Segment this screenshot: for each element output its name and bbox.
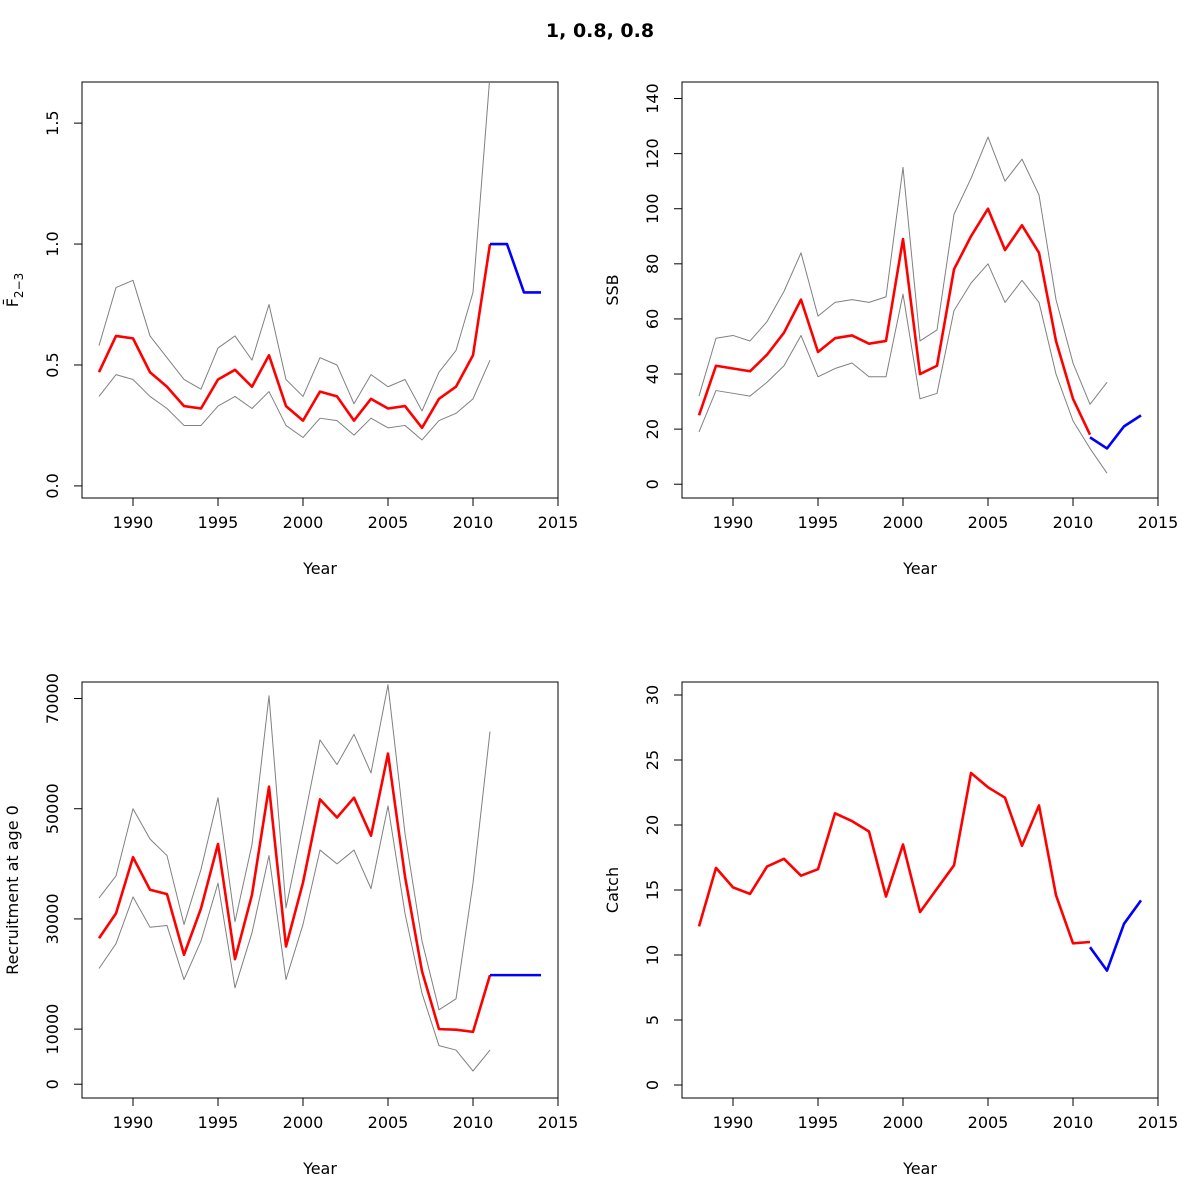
x-axis-label: Year: [302, 1159, 337, 1178]
x-tick-label: 2010: [1053, 513, 1094, 532]
x-tick-label: 1990: [713, 513, 754, 532]
series-line-estimate: [697, 771, 1091, 945]
x-tick-label: 2005: [368, 513, 409, 532]
y-tick-label: 10: [643, 945, 662, 965]
x-tick-label: 2000: [883, 513, 924, 532]
x-tick-label: 2015: [1138, 513, 1179, 532]
y-tick-label: 40: [643, 364, 662, 384]
y-tick-label: 1.0: [43, 231, 62, 256]
panel-fbar: 1990 1995 2000 2005 2010 2015 0.0 0.5 1.0 1.5 Year…: [3, 81, 579, 578]
series-line-estimate: [97, 752, 492, 1034]
x-tick-label: 1995: [198, 1113, 239, 1132]
series-line-projection: [490, 242, 541, 294]
series-group: [697, 136, 1142, 474]
series-line-upper: [98, 82, 490, 412]
y-tick-label: 0.0: [43, 473, 62, 498]
x-tick-label: 1995: [798, 1113, 839, 1132]
y-axis-label: Recruitment at age 0: [3, 805, 22, 975]
x-tick-label: 2000: [283, 513, 324, 532]
x-tick-label: 2005: [968, 513, 1009, 532]
y-axis-label: SSB: [603, 274, 622, 305]
series-line-upper: [698, 136, 1108, 405]
y-tick-label: 0: [43, 1079, 62, 1089]
y-tick-label: 25: [643, 750, 662, 770]
x-tick-label: 1990: [113, 513, 154, 532]
y-tick-label: 20: [643, 815, 662, 835]
x-axis-label: Year: [902, 1159, 937, 1178]
chart-title: 1, 0.8, 0.8: [545, 20, 655, 42]
x-tick-label: 1990: [713, 1113, 754, 1132]
x-tick-label: 2010: [453, 1113, 494, 1132]
x-tick-label: 2015: [538, 1113, 579, 1132]
y-tick-label: 30: [643, 685, 662, 705]
x-tick-label: 2005: [368, 1113, 409, 1132]
plot-frame: [681, 81, 1159, 499]
y-tick-label: 10000: [43, 1004, 62, 1055]
y-tick-label: 70000: [43, 673, 62, 724]
x-axis-label: Year: [302, 559, 337, 578]
y-axis-label-subscript: 2−3: [12, 273, 26, 298]
y-tick-label: 30000: [43, 893, 62, 944]
y-tick-label: 140: [643, 83, 662, 114]
series-line-estimate: [697, 207, 1092, 436]
series-group: [697, 771, 1143, 972]
y-axis-label: F̄2−3: [3, 273, 26, 308]
series-line-projection: [1089, 414, 1142, 450]
x-tick-label: 2010: [1053, 1113, 1094, 1132]
y-tick-label: 60: [643, 309, 662, 329]
x-tick-label: 1990: [113, 1113, 154, 1132]
panel-catch: 1990 1995 2000 2005 2010 2015 0 5 10 15 20 25 30 Year…: [603, 681, 1179, 1178]
y-tick-label: 1.5: [43, 110, 62, 135]
y-tick-label: 120: [643, 138, 662, 169]
x-tick-label: 2015: [1138, 1113, 1179, 1132]
series-group: [97, 684, 541, 1072]
x-tick-label: 2000: [883, 1113, 924, 1132]
x-tick-label: 2010: [453, 513, 494, 532]
series-line-upper: [98, 684, 491, 1011]
y-tick-label: 20: [643, 419, 662, 439]
x-tick-label: 1995: [798, 513, 839, 532]
y-tick-label: 15: [643, 880, 662, 900]
x-tick-label: 2000: [283, 1113, 324, 1132]
y-tick-label: 100: [643, 193, 662, 224]
y-tick-label: 5: [643, 1015, 662, 1025]
panel-ssb: 1990 1995 2000 2005 2010 2015 0 20 40 60 80 100 120 1…: [603, 81, 1179, 578]
y-axis-label: Catch: [603, 867, 622, 913]
x-axis-label: Year: [902, 559, 937, 578]
y-tick-label: 80: [643, 254, 662, 274]
series-line-lower: [698, 263, 1108, 474]
y-tick-label: 50000: [43, 783, 62, 834]
plot-frame: [81, 81, 559, 499]
x-tick-label: 1995: [198, 513, 239, 532]
y-tick-label: 0.5: [43, 352, 62, 377]
series-line-lower: [98, 805, 491, 1072]
x-tick-label: 2005: [968, 1113, 1009, 1132]
y-tick-label: 0: [643, 479, 662, 489]
series-group: [97, 82, 541, 441]
panel-recruitment: 1990 1995 2000 2005 2010 2015 0 10000 30000 50000…: [3, 673, 578, 1178]
x-tick-label: 2015: [538, 513, 579, 532]
y-tick-label: 0: [643, 1080, 662, 1090]
series-line-estimate: [97, 243, 492, 430]
series-line-projection: [1088, 899, 1143, 972]
series-line-lower: [98, 359, 491, 441]
